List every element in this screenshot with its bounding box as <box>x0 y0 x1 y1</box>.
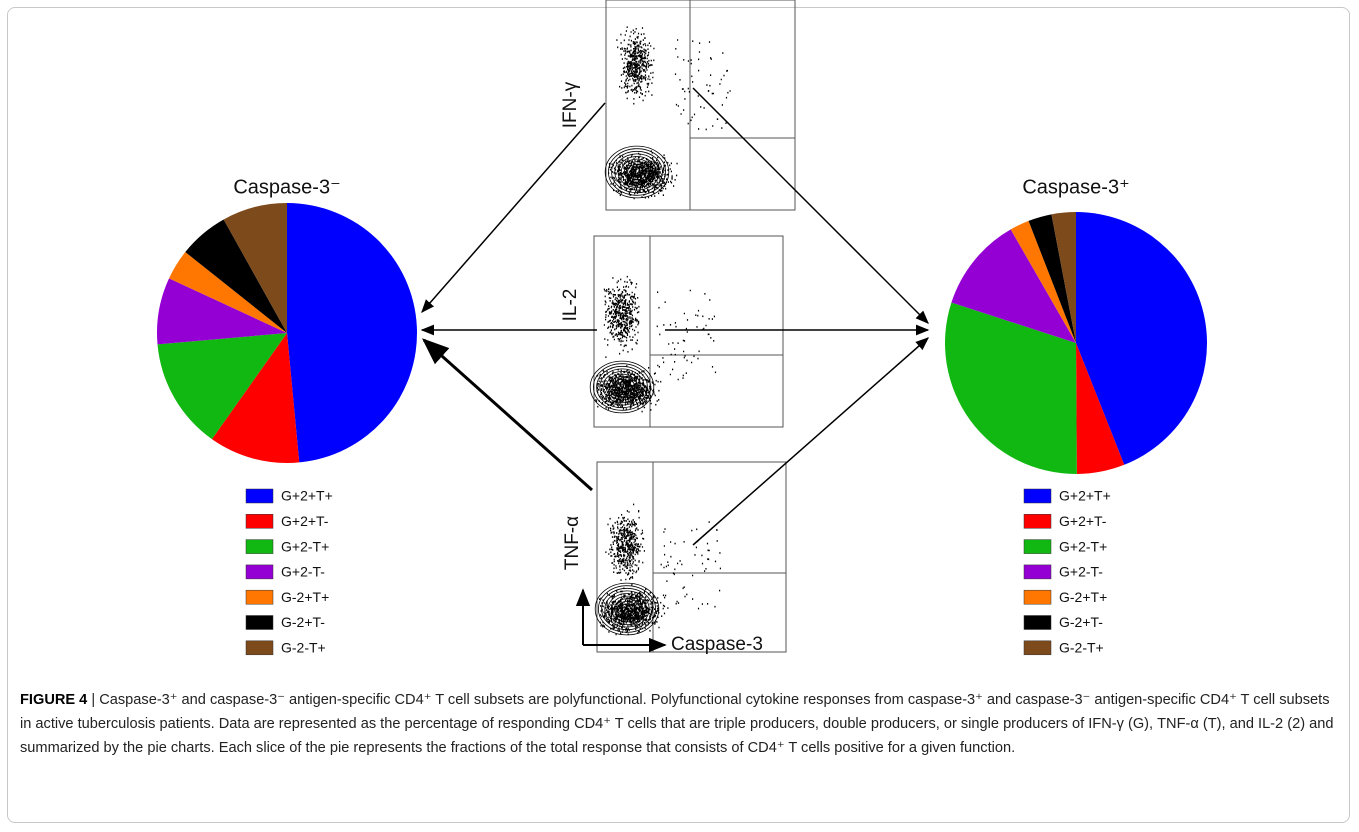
legend-swatch <box>245 640 274 656</box>
legend-label: G-2+T- <box>281 614 325 630</box>
legend-label: G+2-T- <box>1059 564 1103 580</box>
flow-contour <box>627 163 647 181</box>
flow-contour <box>609 376 636 398</box>
flow-contour <box>607 593 647 625</box>
legend-swatch <box>1023 564 1052 580</box>
flow-dots <box>608 26 731 200</box>
flow-contour <box>589 360 655 414</box>
flow-contour <box>598 585 657 633</box>
legend-label: G-2-T+ <box>1059 640 1104 656</box>
flow-contour <box>599 368 645 406</box>
flow-x-label: Caspase-3 <box>671 634 763 655</box>
legend-label: G+2-T+ <box>1059 538 1107 554</box>
arrow <box>692 337 930 546</box>
pie-slice <box>156 278 287 345</box>
flow-plots <box>589 0 796 653</box>
flow-plot-frame <box>605 0 796 211</box>
arrow <box>692 87 929 324</box>
pie-slice <box>1076 212 1207 465</box>
legend-label: G-2+T+ <box>1059 589 1107 605</box>
flow-contour <box>612 378 632 396</box>
pie-slice <box>1076 343 1125 474</box>
chart-title: Caspase-3⁺ <box>1022 176 1129 198</box>
flow-contour <box>601 587 653 631</box>
flow-dots <box>599 503 721 636</box>
flow-contour <box>604 145 670 199</box>
arrow <box>421 102 606 314</box>
arrow <box>421 338 593 492</box>
flow-y-label: IFN-γ <box>560 81 581 128</box>
legend-swatch <box>245 564 274 580</box>
flow-contour <box>594 582 660 636</box>
legend-label: G+2-T+ <box>281 538 329 554</box>
flow-contour <box>608 148 667 196</box>
legend-swatch <box>245 615 274 630</box>
flow-contour <box>620 158 654 186</box>
flow-contour <box>593 363 652 411</box>
legend-swatch <box>245 539 274 554</box>
legend-label: G-2+T- <box>1059 614 1103 630</box>
pie-slice <box>945 302 1077 474</box>
flow-dots <box>595 275 717 413</box>
legend-swatch <box>245 514 274 529</box>
pie-slice <box>169 252 287 333</box>
flow-contour <box>604 590 650 628</box>
flow-contour <box>617 600 637 618</box>
legend-swatch <box>1023 640 1052 656</box>
legend-label: G+2+T- <box>281 513 329 529</box>
flow-contour <box>602 371 642 403</box>
flow-contour <box>610 595 644 623</box>
flow-contour <box>630 166 644 178</box>
legend-label: G-2+T+ <box>281 589 329 605</box>
flow-contour <box>605 373 639 401</box>
caption: FIGURE 4 | Caspase-3⁺ and caspase-3⁻ ant… <box>20 688 1338 760</box>
legend-label: G-2-T+ <box>281 640 326 656</box>
figure-frame <box>7 7 1350 823</box>
legend-label: G+2+T- <box>1059 513 1107 529</box>
pie-slice <box>1051 212 1076 343</box>
flow-plot-frame <box>593 235 784 428</box>
flow-contour <box>624 161 651 183</box>
legend-swatch <box>245 589 274 605</box>
figure: IFN-γ IL-2 TNF-α Caspase-3 Caspase-3⁻ G+2… <box>156 0 1207 656</box>
flow-contour <box>596 365 648 409</box>
pie-slice <box>287 203 418 463</box>
flow-contour <box>614 598 641 620</box>
flow-y-label: IL-2 <box>560 289 581 322</box>
flow-contour <box>614 153 660 191</box>
legend-swatch <box>1023 539 1052 554</box>
pie-slice <box>223 203 287 333</box>
pie-slice <box>185 219 287 333</box>
pie-slice <box>951 229 1076 343</box>
caption-label: FIGURE 4 <box>20 692 88 708</box>
pie-slice <box>1028 214 1076 343</box>
legend-swatch <box>1023 589 1052 605</box>
flow-y-label: TNF-α <box>562 516 583 570</box>
legend-label: G+2+T+ <box>1059 488 1111 504</box>
flow-contour <box>611 150 663 194</box>
flow-plot-frame <box>596 461 787 653</box>
pie-slice <box>1010 220 1076 343</box>
caption-text: | Caspase-3⁺ and caspase-3⁻ antigen-spec… <box>20 692 1334 756</box>
chart-title: Caspase-3⁻ <box>233 176 340 198</box>
flow-contour <box>620 603 634 615</box>
legend-label: G+2+T+ <box>281 488 333 504</box>
legend-label: G+2-T- <box>281 564 325 580</box>
flow-contour <box>617 156 657 188</box>
legend-swatch <box>245 488 274 504</box>
pie-slice <box>211 333 300 463</box>
pie-slice <box>157 333 287 440</box>
legend-swatch <box>1023 488 1052 504</box>
legend-swatch <box>1023 615 1052 630</box>
legend-swatch <box>1023 514 1052 529</box>
flow-contour <box>615 381 629 393</box>
